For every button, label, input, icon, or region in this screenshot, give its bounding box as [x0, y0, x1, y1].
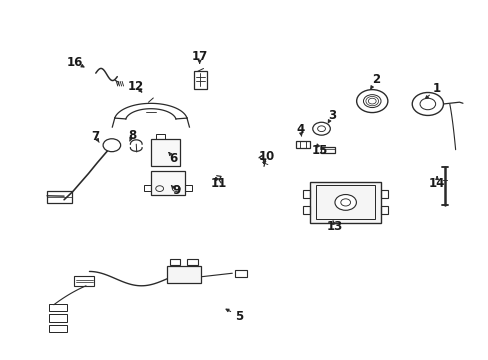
Text: 3: 3 — [327, 109, 336, 122]
Bar — [169, 259, 179, 265]
Text: 17: 17 — [191, 50, 207, 63]
Bar — [316, 185, 374, 220]
Bar — [74, 276, 94, 286]
Text: 5: 5 — [235, 310, 243, 323]
Circle shape — [411, 93, 443, 116]
Bar — [320, 147, 334, 153]
Bar — [296, 140, 309, 148]
Circle shape — [334, 194, 356, 210]
Text: 8: 8 — [128, 129, 136, 142]
Text: 16: 16 — [67, 56, 83, 69]
Bar — [184, 185, 192, 192]
Bar — [49, 304, 66, 311]
Bar — [143, 185, 151, 192]
Text: 2: 2 — [371, 73, 380, 86]
Text: 10: 10 — [258, 150, 274, 163]
Text: 4: 4 — [296, 123, 304, 136]
Text: 13: 13 — [326, 220, 342, 233]
Bar — [156, 134, 164, 139]
Bar — [151, 139, 180, 166]
Bar — [49, 315, 66, 321]
Bar — [380, 190, 387, 198]
Text: 1: 1 — [432, 82, 440, 95]
Bar — [167, 266, 200, 283]
Text: 9: 9 — [172, 184, 180, 197]
Text: 6: 6 — [169, 152, 178, 165]
Bar — [186, 259, 197, 265]
Circle shape — [312, 122, 330, 135]
Bar — [303, 190, 310, 198]
Bar — [151, 171, 184, 195]
Text: 7: 7 — [92, 130, 100, 144]
Text: 11: 11 — [211, 177, 227, 190]
Bar — [193, 71, 207, 89]
Bar — [380, 206, 387, 214]
Bar — [47, 191, 72, 203]
Circle shape — [356, 90, 387, 113]
Text: 12: 12 — [128, 80, 144, 93]
Bar — [310, 182, 380, 223]
Text: 15: 15 — [311, 144, 327, 157]
Text: 14: 14 — [428, 177, 445, 190]
Bar — [303, 206, 310, 214]
Bar — [234, 270, 246, 277]
Bar — [49, 325, 66, 332]
Circle shape — [103, 139, 121, 152]
